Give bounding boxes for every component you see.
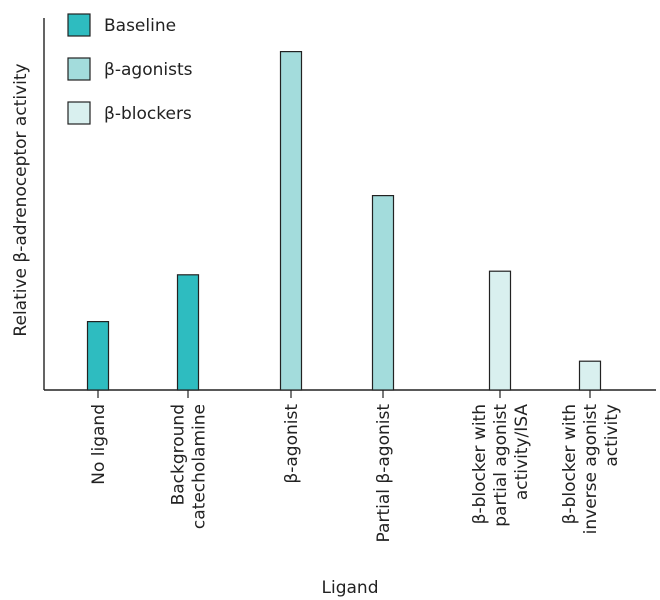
legend-swatch-2 xyxy=(67,57,91,81)
legend: Baseline β-agonists β-blockers xyxy=(67,13,193,125)
x-axis-label: Ligand xyxy=(322,578,379,598)
legend-swatch-3 xyxy=(67,101,91,125)
x-tick-label-line: No ligand xyxy=(89,404,109,485)
legend-label-2: β-agonists xyxy=(104,60,193,80)
x-tick-label-2: Backgroundcatecholamine xyxy=(169,404,210,529)
bar-6 xyxy=(578,360,602,391)
x-tick-label-3: β-agonist xyxy=(282,404,302,484)
legend-label-3: β-blockers xyxy=(104,104,192,124)
bar-5 xyxy=(488,270,512,391)
legend-swatch-1 xyxy=(67,13,91,37)
x-tick-label-line: partial agonist xyxy=(491,404,511,527)
bar-2 xyxy=(176,274,200,391)
x-tick-label-line: activity/ISA xyxy=(512,404,532,501)
x-tick-label-line: catecholamine xyxy=(190,404,210,529)
x-tick-group: No ligand Backgroundcatecholamine β-agonis… xyxy=(89,390,622,542)
x-tick-label-4: Partial β-agonist xyxy=(374,404,394,543)
x-tick-label-line: β-agonist xyxy=(282,404,302,484)
bar-1 xyxy=(86,321,110,391)
x-tick-label-line: β-blocker with xyxy=(470,404,490,524)
x-tick-label-line: inverse agonist xyxy=(581,404,601,535)
bar-3 xyxy=(279,50,303,391)
x-tick-label-line: β-blocker with xyxy=(560,404,580,524)
x-tick-label-line: Partial β-agonist xyxy=(374,404,394,543)
bar-4 xyxy=(371,195,395,391)
legend-label-1: Baseline xyxy=(104,16,176,36)
x-tick-label-line: activity xyxy=(602,404,622,467)
x-tick-label-line: Background xyxy=(169,404,189,505)
y-axis-label: Relative β-adrenoceptor activity xyxy=(11,63,31,336)
bar-group xyxy=(86,50,602,391)
x-tick-label-6: β-blocker withinverse agonistactivity xyxy=(560,404,622,535)
x-tick-label-1: No ligand xyxy=(89,404,109,485)
x-tick-label-5: β-blocker withpartial agonistactivity/IS… xyxy=(470,404,532,527)
